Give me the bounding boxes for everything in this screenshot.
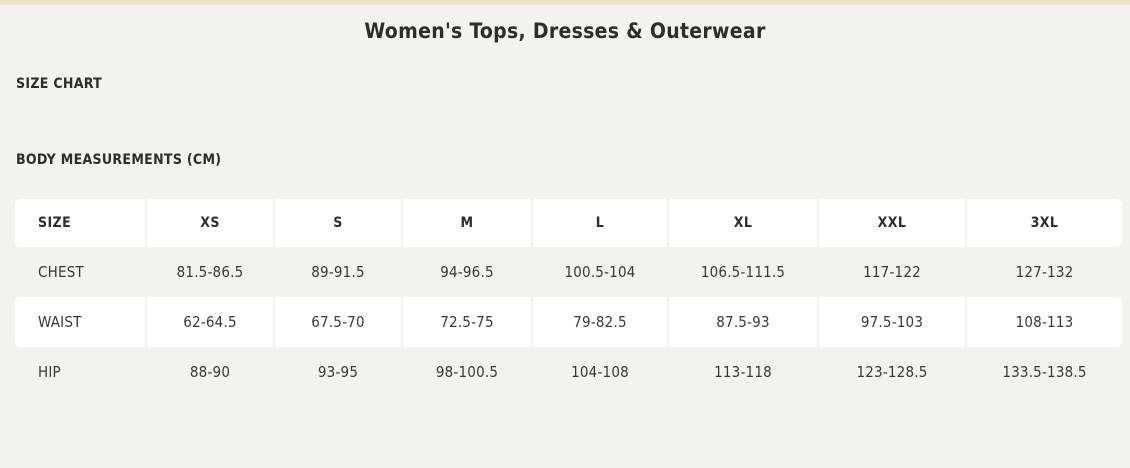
hip-xl-value: 113-118 bbox=[667, 347, 817, 397]
table-row-hip: HIP 88-90 93-95 98-100.5 104-108 113-118… bbox=[15, 347, 1122, 397]
chest-xl-value: 106.5-111.5 bbox=[667, 247, 817, 297]
column-header-m: M bbox=[401, 199, 531, 247]
top-accent-strip bbox=[0, 0, 1130, 5]
chest-xxl-value: 117-122 bbox=[817, 247, 965, 297]
column-header-xxl: XXL bbox=[817, 199, 965, 247]
hip-m-value: 98-100.5 bbox=[401, 347, 531, 397]
column-header-l: L bbox=[531, 199, 667, 247]
hip-s-value: 93-95 bbox=[273, 347, 401, 397]
size-chart-label: SIZE CHART bbox=[16, 76, 103, 92]
page-title: Women's Tops, Dresses & Outerwear bbox=[364, 19, 766, 43]
chest-3xl-value: 127-132 bbox=[965, 247, 1122, 297]
hip-3xl-value: 133.5-138.5 bbox=[965, 347, 1122, 397]
column-header-size: SIZE bbox=[38, 215, 72, 231]
waist-xl-value: 87.5-93 bbox=[667, 297, 817, 347]
size-chart-page: Women's Tops, Dresses & Outerwear SIZE C… bbox=[0, 0, 1130, 397]
chest-l-value: 100.5-104 bbox=[531, 247, 667, 297]
waist-xs-value: 62-64.5 bbox=[145, 297, 273, 347]
chest-m-value: 94-96.5 bbox=[401, 247, 531, 297]
row-label-chest: CHEST bbox=[38, 263, 84, 281]
body-measurements-heading: BODY MEASUREMENTS (CM) bbox=[16, 152, 222, 168]
column-header-3xl: 3XL bbox=[965, 199, 1122, 247]
table-row-waist: WAIST 62-64.5 67.5-70 72.5-75 79-82.5 87… bbox=[15, 297, 1122, 347]
table-row-chest: CHEST 81.5-86.5 89-91.5 94-96.5 100.5-10… bbox=[15, 247, 1122, 297]
size-table: SIZE XS S M L XL XXL 3XL CHEST 81.5-86.5… bbox=[15, 199, 1122, 397]
chest-xs-value: 81.5-86.5 bbox=[145, 247, 273, 297]
waist-m-value: 72.5-75 bbox=[401, 297, 531, 347]
waist-s-value: 67.5-70 bbox=[273, 297, 401, 347]
column-header-xs: XS bbox=[145, 199, 273, 247]
table-header-row: SIZE XS S M L XL XXL 3XL bbox=[15, 199, 1122, 247]
chest-s-value: 89-91.5 bbox=[273, 247, 401, 297]
column-header-s: S bbox=[273, 199, 401, 247]
hip-xs-value: 88-90 bbox=[145, 347, 273, 397]
hip-l-value: 104-108 bbox=[531, 347, 667, 397]
row-label-hip: HIP bbox=[38, 363, 61, 381]
column-header-xl: XL bbox=[667, 199, 817, 247]
row-label-waist: WAIST bbox=[38, 313, 82, 331]
waist-3xl-value: 108-113 bbox=[965, 297, 1122, 347]
waist-xxl-value: 97.5-103 bbox=[817, 297, 965, 347]
waist-l-value: 79-82.5 bbox=[531, 297, 667, 347]
hip-xxl-value: 123-128.5 bbox=[817, 347, 965, 397]
